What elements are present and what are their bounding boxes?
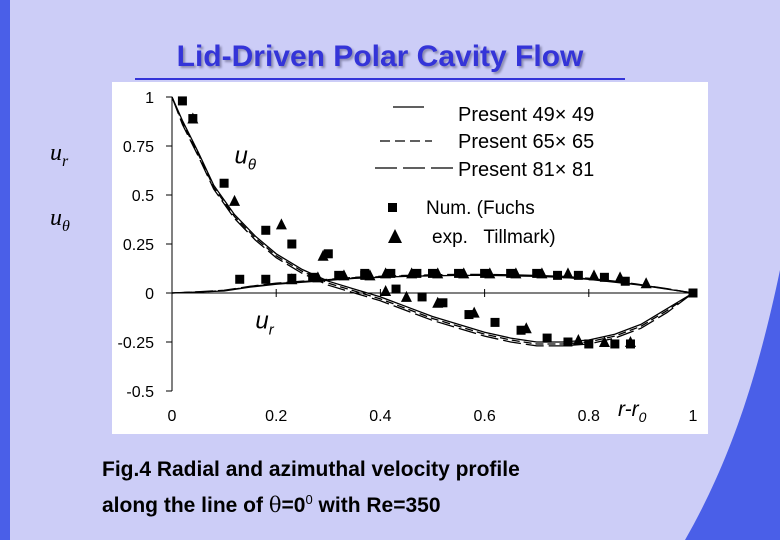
marker-triangle — [275, 218, 287, 230]
marker-triangle — [380, 285, 392, 297]
figure-caption: Fig.4 Radial and azimuthal velocity prof… — [102, 455, 722, 521]
title-underline — [135, 78, 625, 80]
marker-triangle — [562, 267, 574, 279]
marker-triangle — [380, 267, 392, 279]
annotation-u-r: ur — [255, 307, 274, 338]
axes: 1 0.75 0.5 0.25 0 -0.25 -0.5 0 0.2 0.4 0.6 0.8 1 — [118, 90, 698, 425]
marker-square — [490, 317, 500, 327]
legend-swatch-square — [388, 203, 397, 212]
marker-square — [235, 274, 245, 284]
marker-square — [391, 284, 401, 294]
series-lines — [171, 96, 694, 347]
caption-line-2: along the line of θ=00 with Re=350 — [102, 492, 441, 517]
series-line-solid-u-theta — [171, 96, 694, 343]
caption-line-1: Fig.4 Radial and azimuthal velocity prof… — [102, 458, 520, 481]
marker-triangle — [468, 306, 480, 318]
marker-square — [334, 270, 344, 280]
chart-legend: Present 49× 49 Present 65× 65 Present 81… — [375, 104, 594, 248]
marker-square — [542, 333, 552, 343]
marker-square — [438, 298, 448, 308]
marker-triangle — [458, 267, 470, 279]
marker-triangle — [229, 194, 241, 206]
marker-square — [417, 292, 427, 302]
marker-square — [464, 310, 474, 320]
legend-label-49: Present 49× 49 — [458, 104, 594, 126]
marker-triangle — [588, 269, 600, 281]
y-tick-label: 0.5 — [132, 188, 154, 205]
marker-square — [287, 239, 297, 249]
marker-square — [386, 268, 396, 278]
marker-square — [573, 270, 583, 280]
marker-triangle — [520, 322, 532, 334]
marker-square — [553, 270, 563, 280]
marker-triangle — [364, 269, 376, 281]
x-tick-label: 0.2 — [265, 408, 287, 425]
marker-triangle — [484, 267, 496, 279]
marker-square — [308, 272, 318, 282]
y-tick-label: -0.25 — [118, 335, 155, 352]
marker-triangle — [510, 267, 522, 279]
x-axis-label-box — [610, 390, 660, 430]
marker-square — [620, 276, 630, 286]
bottom-right-accent-shape — [685, 270, 780, 540]
marker-square — [412, 268, 422, 278]
marker-square — [584, 339, 594, 349]
x-tick-label: 1 — [689, 408, 698, 425]
marker-triangle — [640, 277, 652, 289]
marker-square — [177, 96, 187, 106]
series-line-dashed-u-theta — [171, 96, 694, 345]
marker-triangle — [624, 336, 636, 347]
marker-square — [532, 268, 542, 278]
y-label-ur: ur — [50, 140, 69, 170]
x-tick-label: 0.8 — [578, 408, 600, 425]
x-axis-label: r-r0 — [618, 398, 647, 425]
marker-triangle — [312, 271, 324, 283]
marker-square — [360, 270, 370, 280]
legend-label-65: Present 65× 65 — [458, 131, 594, 153]
y-label-utheta: uθ — [50, 205, 70, 235]
marker-square — [261, 225, 271, 235]
marker-triangle — [317, 249, 329, 261]
marker-square — [428, 268, 437, 278]
marker-triangle — [536, 267, 548, 279]
annotation-u-theta: uθ — [235, 143, 257, 174]
y-tick-label: -0.5 — [126, 384, 154, 401]
marker-square — [599, 272, 609, 282]
legend-label-tillmark: exp. Tillmark) — [432, 227, 556, 248]
slide-title: Lid-Driven Polar Cavity Flow — [176, 40, 584, 73]
y-tick-label: 0.25 — [123, 237, 154, 254]
legend-label-81: Present 81× 81 — [458, 159, 594, 181]
marker-triangle — [614, 271, 626, 283]
marker-square — [563, 337, 573, 347]
marker-square — [261, 274, 271, 284]
marker-square — [480, 268, 490, 278]
marker-square — [219, 178, 229, 188]
marker-triangle — [432, 267, 444, 279]
y-tick-label: 0.75 — [123, 139, 154, 156]
marker-triangle — [572, 334, 584, 346]
marker-triangle — [598, 336, 610, 347]
marker-square — [323, 249, 333, 259]
marker-triangle — [406, 267, 418, 279]
legend-swatch-triangle — [388, 229, 402, 243]
legend-label-fuchs: Num. (Fuchs — [426, 198, 535, 219]
marker-square — [506, 268, 516, 278]
marker-triangle — [286, 273, 298, 285]
marker-triangle — [338, 269, 350, 281]
series-line-longdash-u-theta — [171, 96, 694, 347]
marker-square — [516, 325, 526, 335]
marker-square — [610, 339, 620, 349]
x-tick-label: 0.4 — [369, 408, 391, 425]
x-tick-label: 0.6 — [473, 408, 495, 425]
marker-triangle — [187, 112, 199, 124]
marker-triangle — [400, 290, 412, 302]
marker-triangle — [432, 296, 444, 308]
y-tick-label: 1 — [145, 90, 154, 107]
y-tick-label: 0 — [145, 286, 154, 303]
marker-square — [454, 268, 464, 278]
left-accent-bar — [0, 0, 10, 540]
x-tick-label: 0 — [168, 408, 177, 425]
